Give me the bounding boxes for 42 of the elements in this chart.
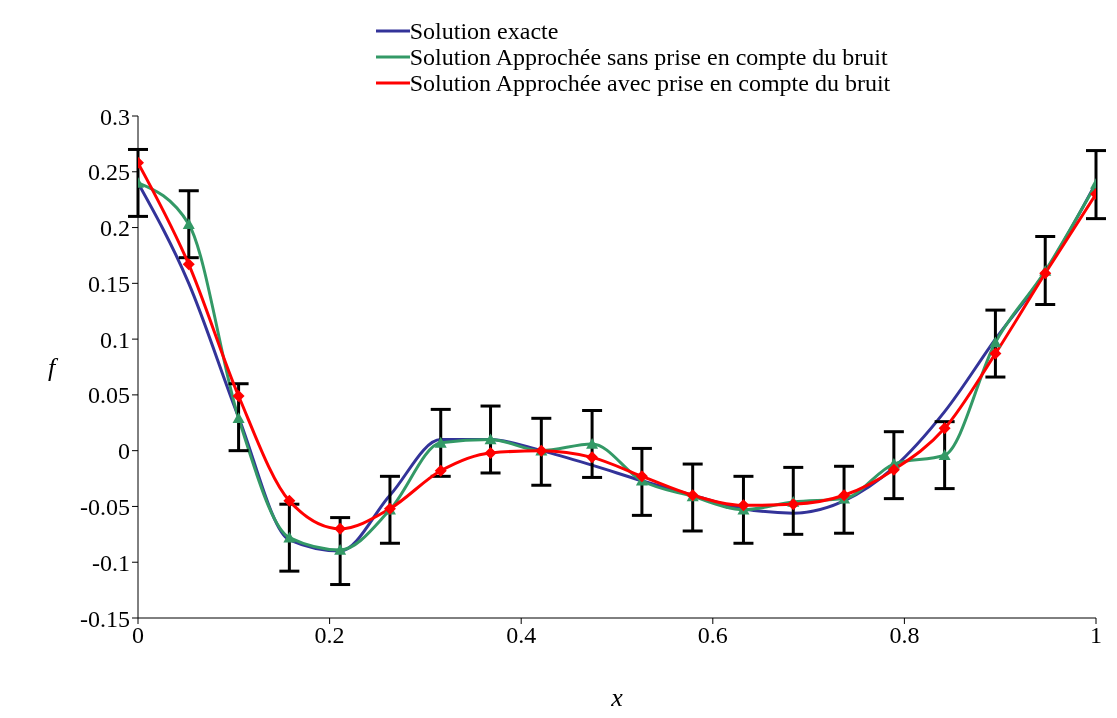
point (334, 543, 347, 555)
y-tick-label: 0.15 (88, 270, 130, 297)
point (1039, 267, 1052, 280)
legend-label: Solution Approchée sans prise en compte du bruit (409, 44, 888, 70)
y-tick-label: -0.05 (80, 493, 130, 520)
x-axis-title: x (610, 683, 624, 713)
point (787, 498, 800, 511)
point (887, 463, 900, 476)
point (182, 218, 195, 230)
point (586, 437, 599, 449)
y-tick-label: 0.3 (100, 103, 130, 130)
point (232, 412, 245, 424)
x-tick-label: 1 (1090, 622, 1102, 649)
point (283, 494, 296, 507)
y-tick-label: -0.15 (80, 605, 130, 632)
legend-label: Solution exacte (409, 18, 559, 44)
point (232, 390, 245, 402)
y-tick-label: 0.1 (100, 326, 130, 353)
legend-label: Solution Approchée avec prise en compte du bruit (409, 70, 891, 96)
point (484, 433, 497, 445)
point (938, 422, 951, 435)
point (989, 336, 1002, 348)
point (635, 470, 648, 483)
point (737, 499, 750, 512)
y-tick-label: 0.05 (88, 382, 130, 409)
y-tick-label: 0 (118, 438, 130, 465)
x-tick-label: 0.2 (314, 622, 345, 649)
x-tick-label: 0.8 (889, 622, 920, 649)
y-axis-title: f (48, 353, 59, 383)
point (283, 531, 296, 543)
point (989, 347, 1002, 360)
point (586, 451, 599, 464)
y-tick-label: 0.25 (88, 159, 130, 186)
point (434, 436, 447, 448)
point (182, 258, 195, 271)
point (938, 449, 951, 460)
y-tick-label: 0.2 (100, 215, 130, 242)
x-tick-label: 0.6 (697, 622, 728, 649)
point (434, 464, 447, 477)
point (484, 446, 497, 459)
x-tick-label: 0.4 (506, 622, 537, 649)
y-tick-label: -0.1 (92, 549, 130, 576)
